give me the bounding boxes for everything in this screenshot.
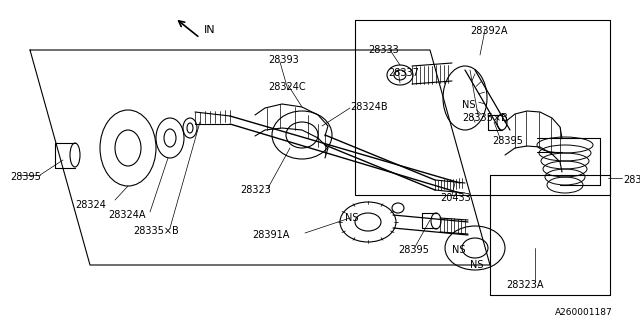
Text: 28323: 28323: [240, 185, 271, 195]
Text: NS: NS: [462, 100, 476, 110]
Text: 28392A: 28392A: [470, 26, 508, 36]
Text: NS: NS: [452, 245, 465, 255]
Text: NS: NS: [345, 213, 358, 223]
Text: 28337: 28337: [388, 68, 419, 78]
Text: 28335×B: 28335×B: [462, 113, 508, 123]
Text: 28395: 28395: [492, 136, 523, 146]
Text: 28395: 28395: [398, 245, 429, 255]
Text: A260001187: A260001187: [555, 308, 612, 317]
Text: 20433: 20433: [440, 193, 471, 203]
Text: NS: NS: [470, 260, 483, 270]
Text: 28393: 28393: [268, 55, 299, 65]
Text: 28321: 28321: [623, 175, 640, 185]
Text: 28324: 28324: [75, 200, 106, 210]
Text: 28324A: 28324A: [108, 210, 145, 220]
Text: 28323A: 28323A: [506, 280, 543, 290]
Text: 28333: 28333: [368, 45, 399, 55]
Text: IN: IN: [204, 25, 216, 35]
Text: 28335×B: 28335×B: [133, 226, 179, 236]
Text: 28395: 28395: [10, 172, 41, 182]
Text: 28324B: 28324B: [350, 102, 388, 112]
Text: 28324C: 28324C: [268, 82, 306, 92]
Text: 28391A: 28391A: [252, 230, 289, 240]
